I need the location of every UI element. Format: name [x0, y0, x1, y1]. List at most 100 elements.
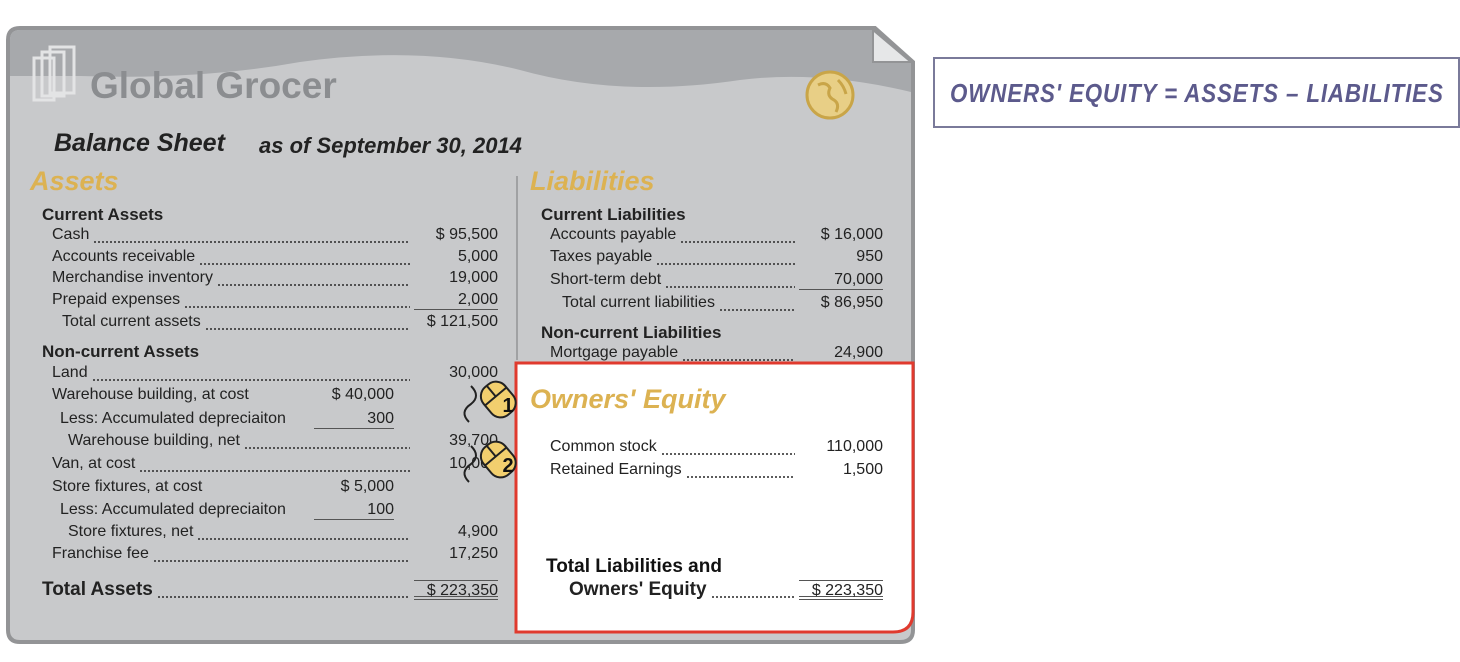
- dot-leader: [685, 460, 795, 480]
- row-label: Total current liabilities: [562, 294, 715, 311]
- group-heading: Non-current Liabilities: [541, 323, 722, 342]
- dot-leader: [184, 290, 410, 310]
- ledger-row: Warehouse building, at cost $ 40,000: [52, 385, 498, 405]
- section-heading: Liabilities: [530, 166, 655, 196]
- row-amount: 70,000: [799, 270, 883, 290]
- row-amount: 2,000: [414, 290, 498, 310]
- row-amount: 950: [856, 248, 883, 265]
- group-heading: Current Liabilities: [541, 205, 686, 224]
- total-label: Total Liabilities and: [546, 556, 722, 577]
- dot-leader: [91, 363, 410, 383]
- folded-corner: [872, 27, 914, 63]
- row-amount: 30,000: [449, 364, 498, 381]
- header-band: [10, 30, 911, 92]
- marker-number: 1: [502, 395, 513, 417]
- row-amount: $ 86,950: [820, 294, 883, 311]
- row-label: Retained Earnings: [550, 461, 682, 478]
- row-label: Total current assets: [62, 313, 201, 330]
- row-amount: 4,900: [457, 523, 498, 540]
- row-label: Less: Accumulated depreciaiton: [60, 410, 286, 427]
- dot-leader: [243, 431, 410, 451]
- dot-leader: [718, 293, 795, 313]
- dot-leader: [682, 343, 795, 363]
- row-amount: 24,900: [834, 344, 883, 361]
- mouse-marker: 1: [463, 380, 517, 423]
- dot-leader: [660, 437, 795, 457]
- row-amount: $ 16,000: [820, 226, 883, 243]
- formula: OWNERS' EQUITY = ASSETS – LIABILITIES: [950, 78, 1444, 108]
- ledger-row: Store fixtures, net 4,900: [68, 522, 498, 542]
- ledger-row: Prepaid expenses 2,000: [52, 290, 498, 310]
- row-amount: 110,000: [826, 438, 883, 455]
- ledger-row: Owners' Equity $ 223,350: [569, 580, 883, 600]
- row-label: Total Assets: [42, 579, 153, 600]
- row-amount: 1,500: [842, 461, 883, 478]
- row-label: Franchise fee: [52, 545, 149, 562]
- row-label: Taxes payable: [550, 248, 653, 265]
- ledger-row: Land 30,000: [52, 363, 498, 383]
- row-label: Store fixtures, at cost: [52, 478, 203, 495]
- ledger-row: Common stock 110,000: [550, 437, 883, 457]
- dot-leader: [199, 247, 410, 267]
- row-label: Cash: [52, 226, 90, 243]
- ledger-row: Retained Earnings 1,500: [550, 460, 883, 480]
- dot-leader: [216, 268, 410, 288]
- marker-number: 2: [502, 455, 513, 477]
- row-amount: $ 121,500: [426, 313, 498, 330]
- row-label: Owners' Equity: [569, 579, 707, 600]
- dot-leader: [156, 580, 410, 600]
- row-amount: 39,700: [449, 432, 498, 449]
- section-heading: Owners' Equity: [530, 384, 726, 414]
- row-subamount: $ 40,000: [331, 386, 394, 403]
- row-amount: $ 223,350: [799, 580, 883, 600]
- mouse-marker: 2: [463, 440, 517, 483]
- globe-icon: [805, 70, 855, 120]
- row-amount: $ 95,500: [435, 226, 498, 243]
- row-label: Van, at cost: [52, 455, 136, 472]
- row-label: Land: [52, 364, 88, 381]
- ledger-row: Accounts receivable 5,000: [52, 247, 498, 267]
- row-label: Warehouse building, at cost: [52, 386, 249, 403]
- group-heading: Current Assets: [42, 205, 164, 224]
- dot-leader: [665, 270, 795, 290]
- row-label: Less: Accumulated depreciaiton: [60, 501, 286, 518]
- row-label: Accounts payable: [550, 226, 677, 243]
- sheet-date: as of September 30, 2014: [259, 133, 522, 158]
- section-heading: Assets: [30, 166, 119, 196]
- row-subamount: $ 5,000: [340, 478, 394, 495]
- row-label: Accounts receivable: [52, 248, 196, 265]
- ledger-row: Less: Accumulated depreciaiton 100: [60, 500, 498, 520]
- company-name: Global Grocer: [90, 65, 337, 106]
- equity-highlight: [514, 361, 915, 634]
- row-label: Prepaid expenses: [52, 291, 181, 308]
- dot-leader: [152, 544, 410, 564]
- dot-leader: [93, 225, 410, 245]
- row-label: Store fixtures, net: [68, 523, 194, 540]
- ledger-row: Accounts payable $ 16,000: [550, 225, 883, 245]
- row-subamount: 100: [314, 500, 394, 520]
- ledger-row: Van, at cost 10,000: [52, 454, 498, 474]
- ledger-row: Mortgage payable 24,900: [550, 343, 883, 363]
- row-label: Mortgage payable: [550, 344, 679, 361]
- row-label: Warehouse building, net: [68, 432, 240, 449]
- ledger-row: Franchise fee 17,250: [52, 544, 498, 564]
- doc-icon: [32, 45, 76, 102]
- ledger-row: Total current liabilities $ 86,950: [562, 293, 883, 313]
- ledger-row: Total current assets $ 121,500: [62, 312, 498, 332]
- dot-leader: [710, 580, 795, 600]
- group-heading: Non-current Assets: [42, 342, 200, 361]
- ledger-row: Short-term debt 70,000: [550, 270, 883, 290]
- formula-box: [933, 57, 1460, 128]
- ledger-row: Store fixtures, at cost $ 5,000: [52, 477, 498, 497]
- row-label: Common stock: [550, 438, 657, 455]
- ledger-row: Cash $ 95,500: [52, 225, 498, 245]
- dot-leader: [204, 312, 410, 332]
- sheet-title: Balance Sheet: [54, 129, 225, 157]
- ledger-row: Taxes payable 950: [550, 247, 883, 267]
- dot-leader: [197, 522, 410, 542]
- ledger-row: Total Assets $ 223,350: [42, 580, 498, 600]
- row-subamount: 300: [314, 409, 394, 429]
- row-amount: 19,000: [449, 269, 498, 286]
